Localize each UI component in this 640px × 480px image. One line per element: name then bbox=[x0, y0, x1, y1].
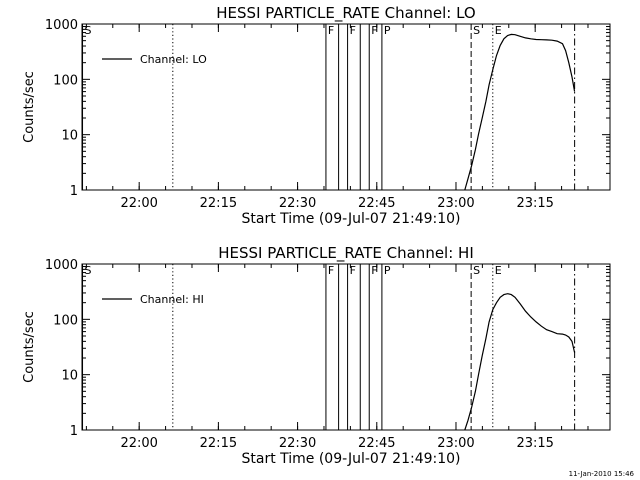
event-marker-label: F bbox=[328, 24, 334, 37]
y-tick-label: 1000 bbox=[45, 258, 78, 273]
x-tick-label: 23:15 bbox=[516, 196, 553, 211]
y-axis-label: Counts/sec bbox=[22, 71, 37, 143]
event-marker-label: S bbox=[85, 264, 92, 277]
series-line-1 bbox=[464, 293, 576, 431]
footer-timestamp: 11-Jan-2010 15:46 bbox=[568, 470, 634, 478]
chart-panel-2: HESSI PARTICLE_RATE Channel: HI 22:00 22:1… bbox=[22, 244, 611, 467]
y-tick-label: 1 bbox=[70, 184, 78, 199]
y-tick-label: 1000 bbox=[45, 18, 78, 33]
event-marker-label: F bbox=[350, 264, 356, 277]
event-marker-label: S bbox=[85, 24, 92, 37]
x-tick-label: 22:00 bbox=[120, 436, 157, 451]
x-tick-label: 22:15 bbox=[200, 436, 237, 451]
x-axis-label: Start Time (09-Jul-07 21:49:10) bbox=[241, 211, 460, 227]
x-axis-label: Start Time (09-Jul-07 21:49:10) bbox=[241, 451, 460, 467]
x-tick-label: 22:00 bbox=[120, 196, 157, 211]
chart-panel-1: HESSI PARTICLE_RATE Channel: LO 22:00 22:1… bbox=[22, 4, 611, 227]
event-marker-label: E bbox=[495, 24, 502, 37]
legend-label: Channel: HI bbox=[140, 293, 204, 306]
chart-title: HESSI PARTICLE_RATE Channel: LO bbox=[216, 4, 475, 23]
x-tick-label: 23:00 bbox=[437, 436, 474, 451]
y-tick-label: 100 bbox=[53, 73, 78, 88]
plot-frame bbox=[81, 263, 611, 431]
chart-title: HESSI PARTICLE_RATE Channel: HI bbox=[218, 244, 474, 263]
x-tick-label: 22:30 bbox=[279, 196, 316, 211]
x-tick-label: 22:30 bbox=[279, 436, 316, 451]
y-tick-label: 10 bbox=[61, 369, 78, 384]
series-line-1 bbox=[464, 33, 576, 191]
x-tick-label: 23:15 bbox=[516, 436, 553, 451]
event-marker-label: E bbox=[495, 264, 502, 277]
event-marker-label: P bbox=[384, 264, 391, 277]
event-marker-label: P bbox=[384, 24, 391, 37]
plot-frame bbox=[81, 23, 611, 191]
y-axis-label: Counts/sec bbox=[22, 311, 37, 383]
y-tick-label: 100 bbox=[53, 313, 78, 328]
y-tick-label: 1 bbox=[70, 424, 78, 439]
legend-label: Channel: LO bbox=[140, 53, 207, 66]
event-marker-label: F bbox=[328, 264, 334, 277]
event-marker-label: S bbox=[473, 264, 480, 277]
event-marker-label: F bbox=[371, 24, 377, 37]
event-marker-label: S bbox=[473, 24, 480, 37]
x-tick-label: 22:15 bbox=[200, 196, 237, 211]
event-marker-label: F bbox=[371, 264, 377, 277]
y-tick-label: 10 bbox=[61, 129, 78, 144]
x-tick-label: 22:45 bbox=[358, 196, 395, 211]
x-tick-label: 23:00 bbox=[437, 196, 474, 211]
x-tick-label: 22:45 bbox=[358, 436, 395, 451]
event-marker-label: F bbox=[350, 24, 356, 37]
